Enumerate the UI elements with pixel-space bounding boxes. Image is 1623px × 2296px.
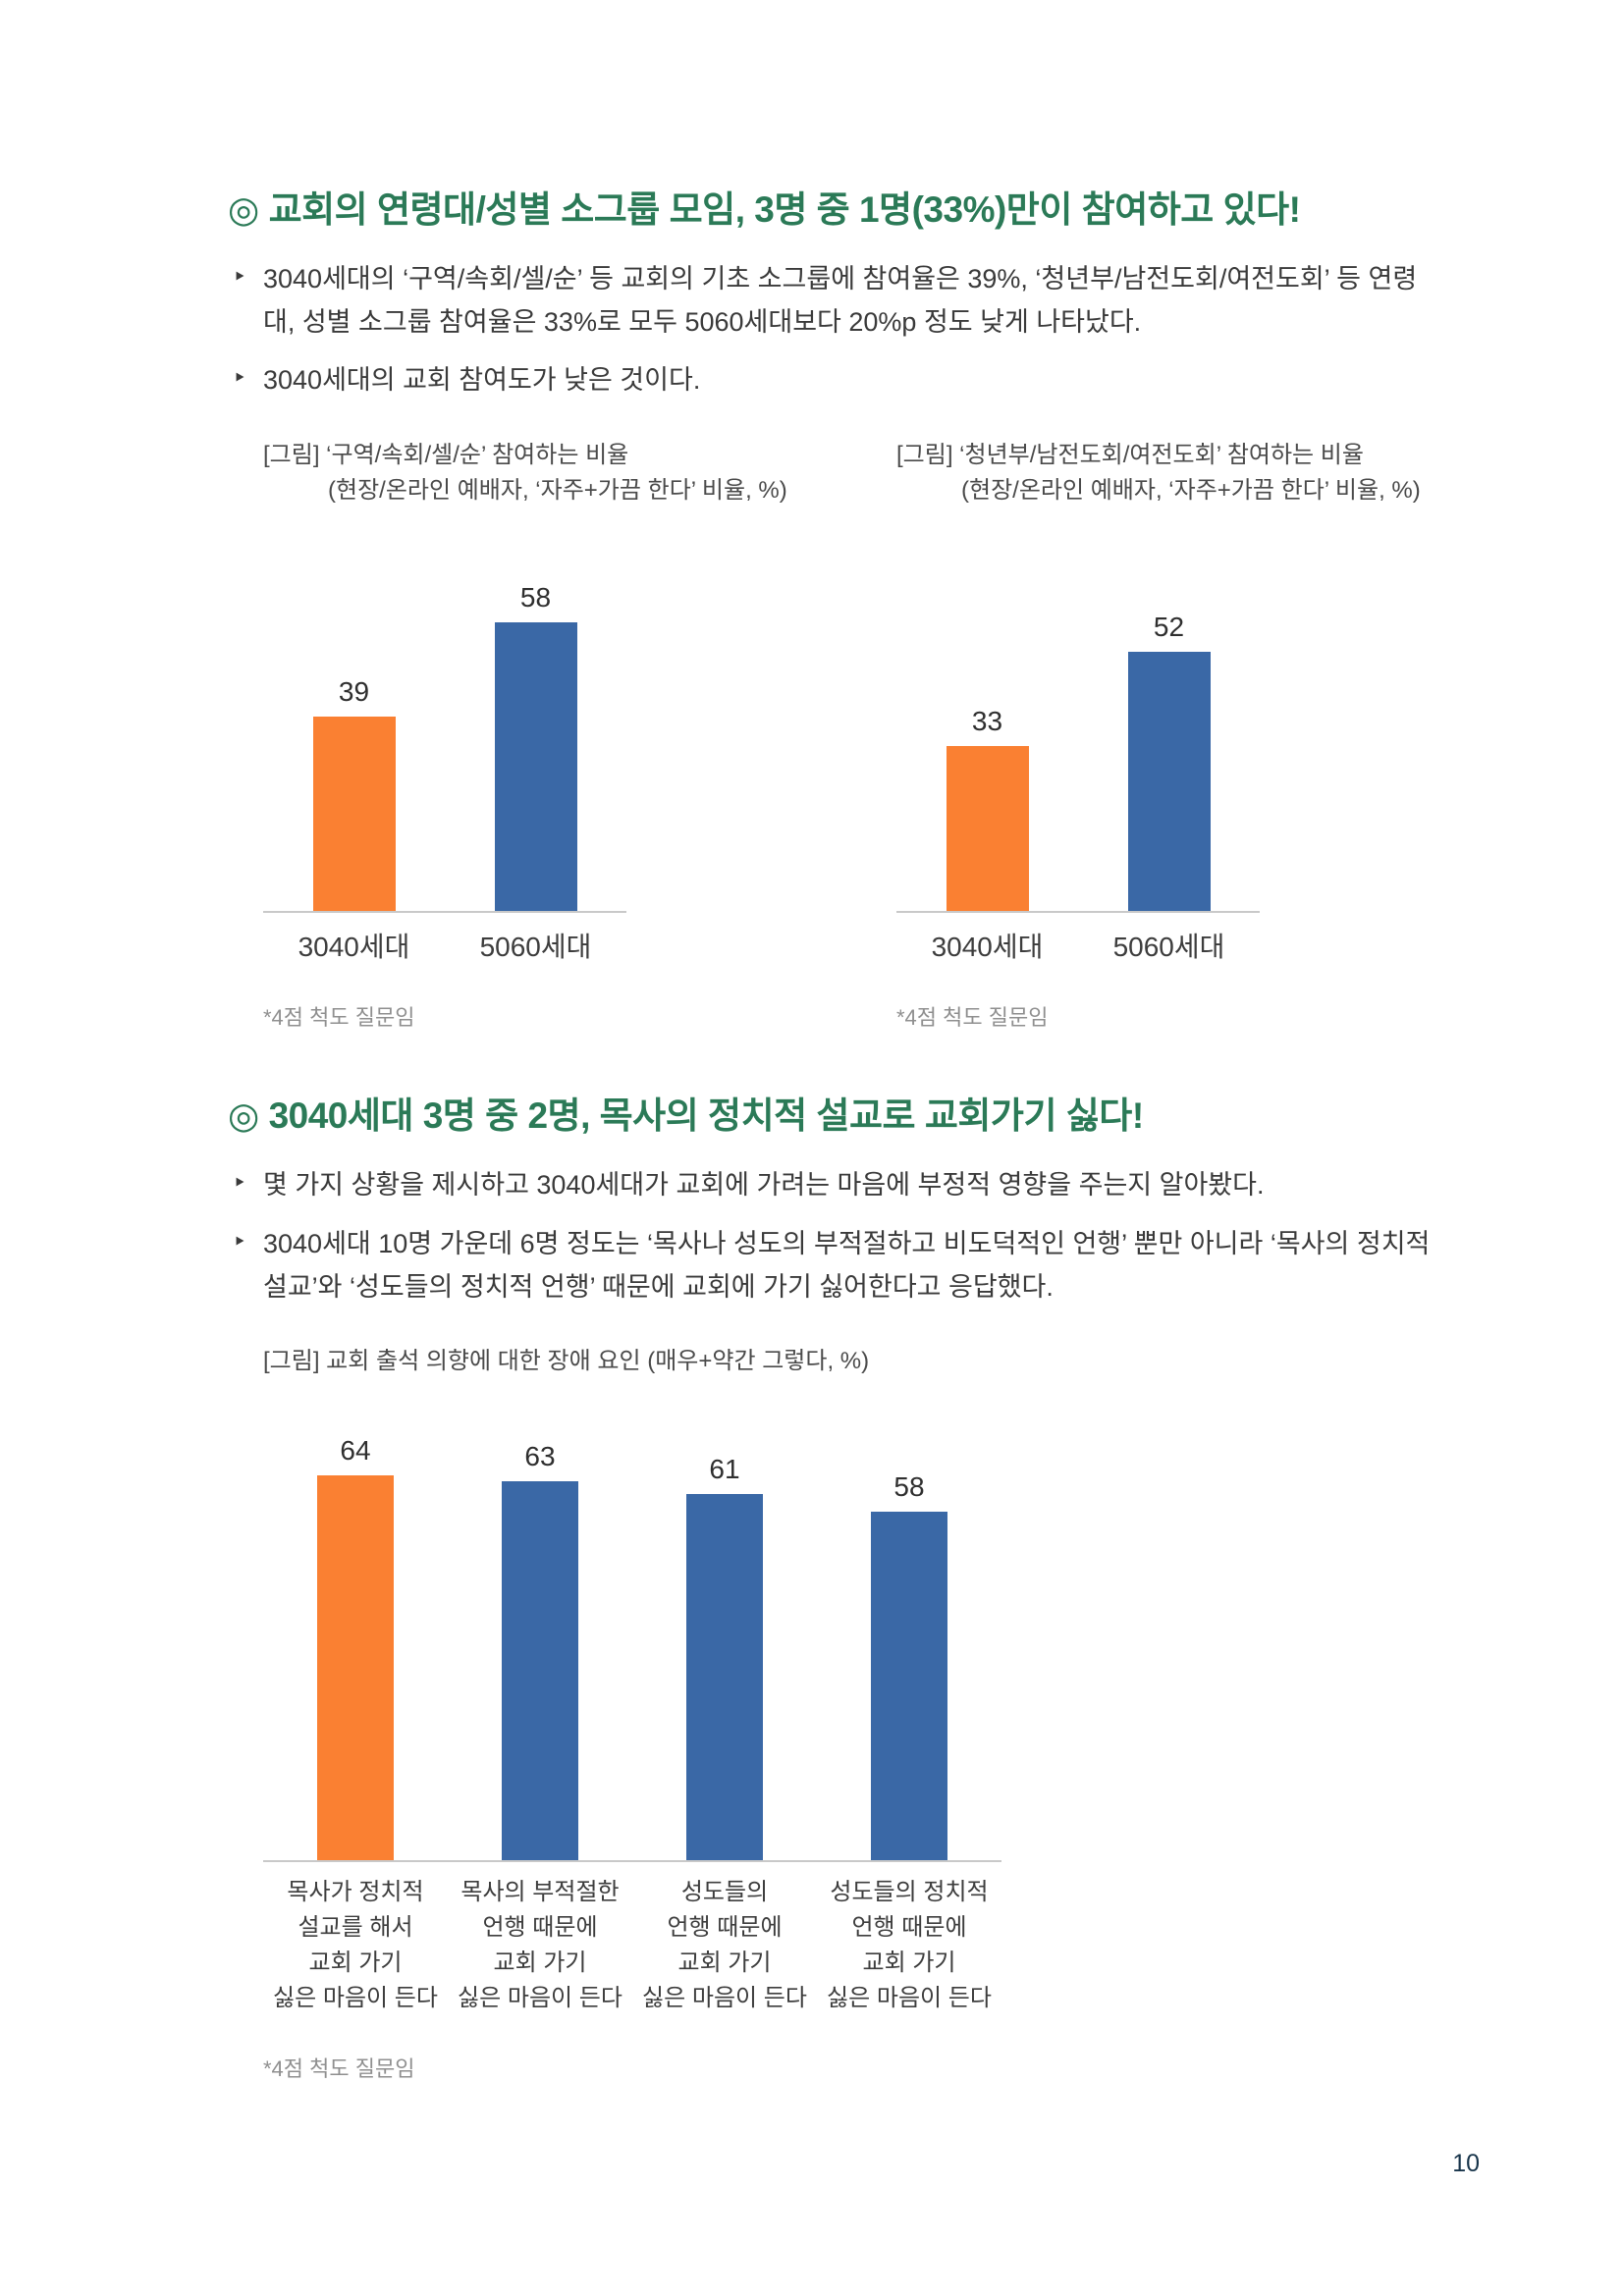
bar — [502, 1481, 578, 1861]
bars-row: 33 52 — [896, 546, 1260, 914]
bar-value-label: 39 — [338, 676, 370, 708]
chart-title: [그림] ‘구역/속회/셀/순’ 참여하는 비율 — [263, 442, 629, 469]
category-label: 목사의 부적절한 언행 때문에 교회 가기 싫은 마음이 든다 — [458, 1879, 622, 2012]
bar-column: 61 — [632, 1416, 817, 1861]
bar-chart-plot: 64 63 61 58 목사가 정치적 설교를 해서 교회 가기 싫은 마음이 든다 목사… — [263, 1416, 1001, 2016]
bullet-list: ‣ 3040세대의 ‘구역/속회/셀/순’ 등 교회의 기초 소그룹에 참여율은… — [233, 258, 1446, 402]
bullet-text: 3040세대 10명 가운데 6명 정도는 ‘목사나 성도의 부적절하고 비도덕… — [263, 1228, 1431, 1302]
bar-value-label: 52 — [1153, 612, 1185, 643]
category-label: 3040세대 — [298, 932, 410, 963]
bar-column: 33 — [896, 546, 1078, 912]
section-heading: ◎ 교회의 연령대/성별 소그룹 모임, 3명 중 1명(33%)만이 참여하고… — [228, 189, 1301, 230]
chart-footnote: *4점 척도 질문임 — [896, 1005, 1049, 1031]
chart-age-gender-group: [그림] ‘청년부/남전도회/여전도회’ 참여하는 비율 (현장/온라인 예배자… — [896, 438, 1421, 1032]
chart-subtitle: (현장/온라인 예배자, ‘자주+가끔 한다’ 비율, %) — [961, 477, 1421, 505]
bar-column: 52 — [1078, 546, 1260, 912]
bar — [312, 717, 396, 912]
chart-title: [그림] 교회 출석 의향에 대한 장애 요인 (매우+약간 그렇다, %) — [263, 1348, 870, 1375]
bullet-item: ‣ 3040세대의 교회 참여도가 낮은 것이다. — [233, 359, 1446, 402]
chart-attendance-barriers: [그림] 교회 출석 의향에 대한 장애 요인 (매우+약간 그렇다, %) 6… — [263, 1344, 1001, 2083]
bar — [317, 1475, 394, 1861]
bar-column: 39 — [263, 546, 445, 912]
bar-column: 64 — [263, 1416, 448, 1861]
bar-value-label: 58 — [893, 1471, 925, 1503]
category-label: 성도들의 정치적 언행 때문에 교회 가기 싫은 마음이 든다 — [827, 1879, 992, 2012]
bars-row: 39 58 — [263, 546, 626, 914]
charts-row: [그림] ‘구역/속회/셀/순’ 참여하는 비율 (현장/온라인 예배자, ‘자… — [263, 438, 1446, 1032]
bullet-marker-icon: ‣ — [233, 1170, 247, 1198]
category-label: 목사가 정치적 설교를 해서 교회 가기 싫은 마음이 든다 — [273, 1879, 438, 2012]
bar-value-label: 58 — [519, 582, 552, 614]
category-labels-row: 목사가 정치적 설교를 해서 교회 가기 싫은 마음이 든다 목사의 부적절한 언… — [263, 1862, 1001, 2016]
bar-value-label: 33 — [971, 706, 1003, 737]
bar — [871, 1512, 947, 1861]
bullet-text: 몇 가지 상황을 제시하고 3040세대가 교회에 가려는 마음에 부정적 영향… — [263, 1170, 1265, 1201]
bullet-item: ‣ 3040세대 10명 가운데 6명 정도는 ‘목사나 성도의 부적절하고 비… — [233, 1223, 1446, 1308]
chart-footnote: *4점 척도 질문임 — [263, 1005, 415, 1031]
category-label: 3040세대 — [931, 932, 1044, 963]
bar-chart-plot: 33 52 3040세대 5060세대 — [896, 546, 1260, 965]
bar-column: 63 — [448, 1416, 632, 1861]
bar — [686, 1494, 763, 1861]
page-number: 10 — [1452, 2150, 1480, 2177]
bar-chart-plot: 39 58 3040세대 5060세대 — [263, 546, 626, 965]
bullet-item: ‣ 3040세대의 ‘구역/속회/셀/순’ 등 교회의 기초 소그룹에 참여율은… — [233, 258, 1446, 344]
bar-value-label: 61 — [709, 1454, 740, 1485]
category-label: 5060세대 — [479, 932, 592, 963]
bullet-marker-icon: ‣ — [233, 264, 247, 291]
bullet-text: 3040세대의 ‘구역/속회/셀/순’ 등 교회의 기초 소그룹에 참여율은 3… — [263, 264, 1418, 337]
chart-subtitle: (현장/온라인 예배자, ‘자주+가끔 한다’ 비율, %) — [328, 477, 787, 505]
bar — [494, 622, 577, 912]
bullet-marker-icon: ‣ — [233, 1228, 247, 1255]
charts-row: [그림] 교회 출석 의향에 대한 장애 요인 (매우+약간 그렇다, %) 6… — [263, 1344, 1446, 2083]
bullet-text: 3040세대의 교회 참여도가 낮은 것이다. — [263, 365, 701, 396]
chart-basic-small-group: [그림] ‘구역/속회/셀/순’ 참여하는 비율 (현장/온라인 예배자, ‘자… — [263, 438, 896, 1032]
bar-value-label: 63 — [524, 1441, 556, 1472]
section-heading: ◎ 3040세대 3명 중 2명, 목사의 정치적 설교로 교회가기 싫다! — [228, 1095, 1144, 1137]
category-label: 성도들의 언행 때문에 교회 가기 싫은 마음이 든다 — [642, 1879, 807, 2012]
category-label: 5060세대 — [1112, 932, 1225, 963]
bullet-item: ‣ 몇 가지 상황을 제시하고 3040세대가 교회에 가려는 마음에 부정적 … — [233, 1164, 1446, 1207]
section-small-group-participation: ◎ 교회의 연령대/성별 소그룹 모임, 3명 중 1명(33%)만이 참여하고… — [228, 180, 1446, 1032]
bar — [946, 746, 1029, 912]
bar-column: 58 — [445, 546, 626, 912]
bars-row: 64 63 61 58 — [263, 1416, 1001, 1863]
bar-column: 58 — [817, 1416, 1001, 1861]
chart-footnote: *4점 척도 질문임 — [263, 2056, 415, 2082]
section-political-sermon: ◎ 3040세대 3명 중 2명, 목사의 정치적 설교로 교회가기 싫다! ‣… — [228, 1086, 1446, 2083]
bar — [1127, 652, 1211, 912]
bullet-marker-icon: ‣ — [233, 365, 247, 393]
bar-value-label: 64 — [340, 1435, 371, 1467]
category-labels-row: 3040세대 5060세대 — [263, 913, 626, 965]
chart-title: [그림] ‘청년부/남전도회/여전도회’ 참여하는 비율 — [896, 442, 1364, 469]
bullet-list: ‣ 몇 가지 상황을 제시하고 3040세대가 교회에 가려는 마음에 부정적 … — [233, 1164, 1446, 1308]
category-labels-row: 3040세대 5060세대 — [896, 913, 1260, 965]
